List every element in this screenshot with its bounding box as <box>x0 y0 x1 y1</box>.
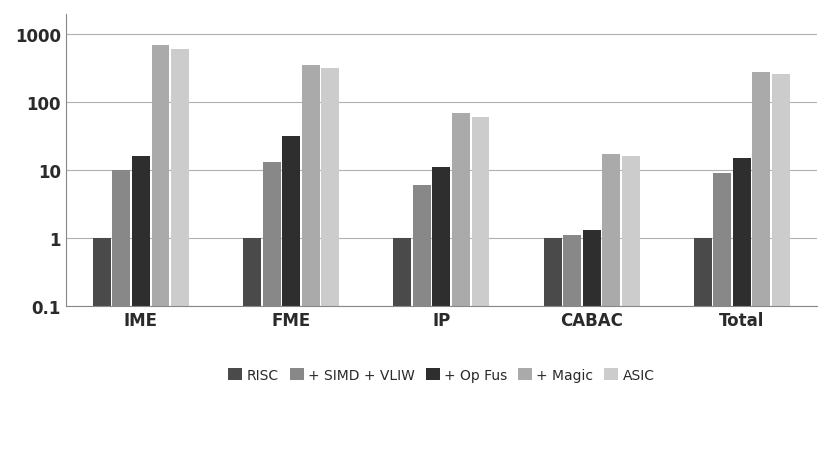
Bar <box>563 235 581 459</box>
Bar <box>151 46 170 459</box>
Bar <box>394 238 411 459</box>
Bar <box>772 75 790 459</box>
Bar <box>413 186 431 459</box>
Bar <box>733 159 750 459</box>
Bar <box>171 50 189 459</box>
Bar <box>132 157 150 459</box>
Bar <box>543 238 562 459</box>
Legend: RISC, + SIMD + VLIW, + Op Fus, + Magic, ASIC: RISC, + SIMD + VLIW, + Op Fus, + Magic, … <box>223 363 660 387</box>
Bar <box>622 157 640 459</box>
Bar <box>433 168 450 459</box>
Bar <box>302 66 319 459</box>
Bar <box>752 73 770 459</box>
Bar <box>112 171 131 459</box>
Bar <box>602 155 620 459</box>
Bar <box>321 69 339 459</box>
Bar <box>93 238 111 459</box>
Bar <box>694 238 712 459</box>
Bar <box>452 113 470 459</box>
Bar <box>582 231 601 459</box>
Bar <box>713 174 731 459</box>
Bar <box>472 118 489 459</box>
Bar <box>263 163 280 459</box>
Bar <box>282 136 300 459</box>
Bar <box>243 238 261 459</box>
